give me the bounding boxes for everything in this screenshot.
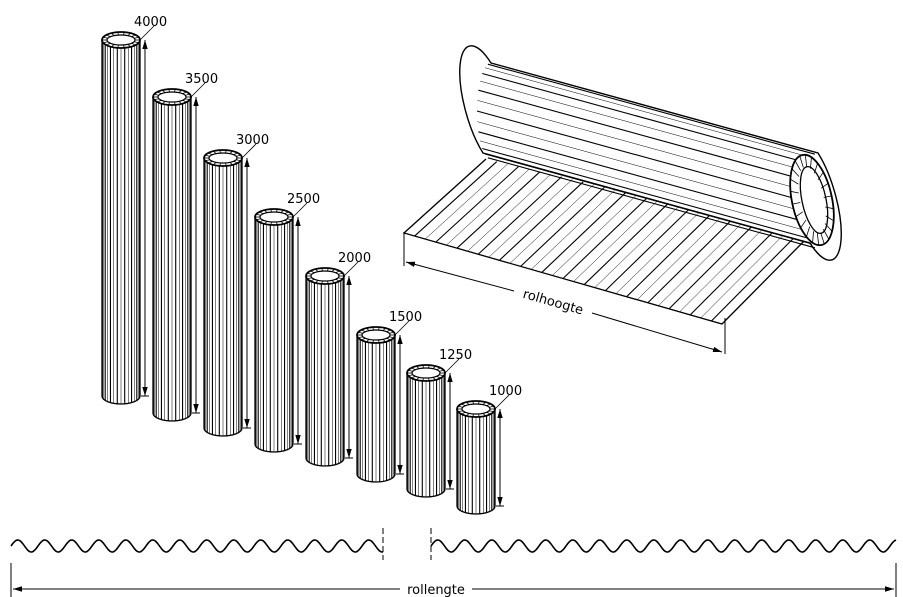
roll-3000: 3000 bbox=[203, 133, 269, 437]
roll-size-label: 4000 bbox=[134, 15, 167, 30]
standing-rolls: 4000 3500 3000 2500 2000 1500 1250 1000 bbox=[101, 15, 522, 515]
roll-size-label: 1500 bbox=[389, 310, 422, 325]
roll-size-label: 2000 bbox=[338, 251, 371, 266]
roll-4000: 4000 bbox=[101, 15, 167, 405]
roll-length-dimension: rollengte bbox=[10, 563, 897, 597]
roll-size-label: 1000 bbox=[489, 384, 522, 399]
roll-1000: 1000 bbox=[456, 384, 522, 515]
roll-size-label: 3000 bbox=[236, 133, 269, 148]
roll-2000: 2000 bbox=[305, 251, 371, 467]
roll-size-label: 2500 bbox=[287, 192, 320, 207]
roll-1250: 1250 bbox=[406, 348, 472, 498]
roll-size-label: 1250 bbox=[439, 348, 472, 363]
corrugation-profile bbox=[10, 528, 897, 560]
roll-3500: 3500 bbox=[152, 72, 218, 422]
roll-2500: 2500 bbox=[254, 192, 320, 453]
roll-1500: 1500 bbox=[356, 310, 422, 483]
unrolled-sheet-illustration bbox=[402, 45, 842, 325]
roll-length-label: rollengte bbox=[407, 583, 465, 597]
roll-size-label: 3500 bbox=[185, 72, 218, 87]
roll-height-label: rolhoogte bbox=[521, 287, 585, 319]
